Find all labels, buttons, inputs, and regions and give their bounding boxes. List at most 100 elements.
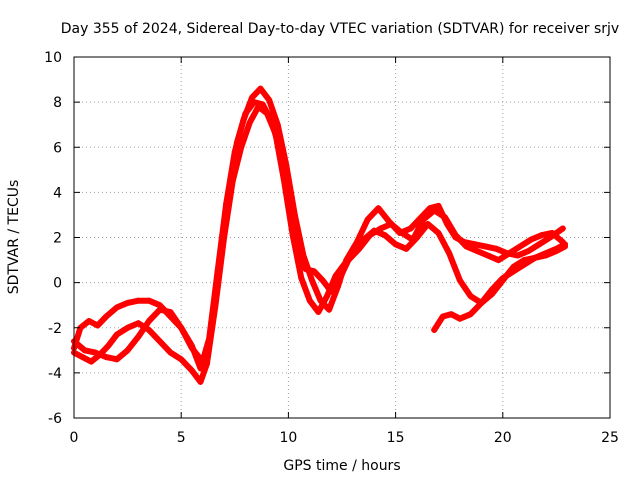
data-point	[516, 243, 523, 250]
y-tick-label: 0	[53, 276, 62, 292]
data-point	[315, 308, 322, 315]
data-point	[471, 241, 478, 248]
axis-ticks: 0 5 10 15 20 25 -6 -4 -2 0 2 4 6 8 10	[44, 50, 619, 446]
data-point	[336, 275, 343, 282]
data-point	[424, 220, 431, 227]
data-point	[199, 358, 206, 365]
data-point	[124, 299, 131, 306]
data-point	[197, 365, 204, 372]
data-point	[178, 356, 185, 363]
data-point	[420, 216, 427, 223]
data-point	[135, 333, 142, 340]
data-point	[493, 245, 500, 252]
data-point	[319, 277, 326, 284]
data-point	[225, 189, 232, 196]
data-point	[456, 315, 463, 322]
data-point	[446, 250, 453, 257]
series-track-a	[71, 103, 568, 385]
data-point	[332, 272, 339, 279]
data-point	[510, 268, 517, 275]
data-point	[167, 308, 174, 315]
data-point	[167, 349, 174, 356]
data-layer	[71, 85, 568, 385]
data-point	[103, 354, 110, 361]
markers-track-d	[431, 241, 568, 334]
data-point	[326, 306, 333, 313]
y-tick-label: 4	[53, 185, 62, 201]
y-tick-label: -6	[48, 411, 62, 427]
data-point	[113, 356, 120, 363]
data-point	[246, 119, 253, 126]
data-point	[549, 229, 556, 236]
data-point	[403, 245, 410, 252]
data-point	[146, 327, 153, 334]
data-point	[306, 297, 313, 304]
data-point	[135, 297, 142, 304]
data-point	[238, 144, 245, 151]
data-point	[435, 202, 442, 209]
chart-title: Day 355 of 2024, Sidereal Day-to-day VTE…	[61, 21, 619, 37]
data-point	[527, 236, 534, 243]
data-point	[388, 220, 395, 227]
data-point	[375, 205, 382, 212]
data-point	[328, 288, 335, 295]
data-point	[178, 324, 185, 331]
data-point	[248, 94, 255, 101]
data-point	[233, 139, 240, 146]
data-point	[156, 338, 163, 345]
x-tick-label: 20	[494, 430, 512, 446]
y-tick-label: -4	[48, 366, 62, 382]
y-tick-label: -2	[48, 321, 62, 337]
data-point	[188, 345, 195, 352]
data-point	[259, 101, 266, 108]
data-point	[525, 248, 532, 255]
data-point	[467, 293, 474, 300]
data-point	[242, 110, 249, 117]
data-point	[146, 317, 153, 324]
data-point	[441, 214, 448, 221]
data-point	[431, 207, 438, 214]
data-point	[86, 317, 93, 324]
x-tick-label: 5	[177, 430, 186, 446]
data-point	[124, 347, 131, 354]
data-point	[542, 250, 549, 257]
data-point	[293, 245, 300, 252]
data-point	[452, 232, 459, 239]
data-point	[88, 358, 95, 365]
data-point	[105, 342, 112, 349]
data-point	[407, 225, 414, 232]
y-tick-label: 2	[53, 231, 62, 247]
data-point	[559, 225, 566, 232]
y-tick-label: 10	[44, 50, 62, 66]
data-point	[92, 349, 99, 356]
x-tick-label: 0	[70, 430, 79, 446]
data-point	[456, 277, 463, 284]
markers-track-c	[71, 99, 566, 365]
series-track-d	[431, 241, 568, 333]
data-point	[81, 347, 88, 354]
data-point	[276, 146, 283, 153]
x-tick-label: 25	[601, 430, 619, 446]
data-point	[311, 268, 318, 275]
data-point	[499, 275, 506, 282]
data-point	[531, 254, 538, 261]
data-point	[308, 277, 315, 284]
data-point	[377, 225, 384, 232]
data-point	[257, 85, 264, 92]
data-point	[197, 378, 204, 385]
y-tick-label: 8	[53, 95, 62, 111]
data-point	[495, 257, 502, 264]
y-axis-label: SDTVAR / TECUs	[6, 180, 22, 295]
data-point	[439, 313, 446, 320]
data-point	[463, 243, 470, 250]
data-point	[354, 239, 361, 246]
data-point	[467, 311, 474, 318]
data-point	[113, 331, 120, 338]
data-point	[188, 367, 195, 374]
data-point	[251, 99, 258, 106]
data-point	[156, 306, 163, 313]
data-point	[538, 232, 545, 239]
data-point	[553, 245, 560, 252]
data-point	[113, 304, 120, 311]
